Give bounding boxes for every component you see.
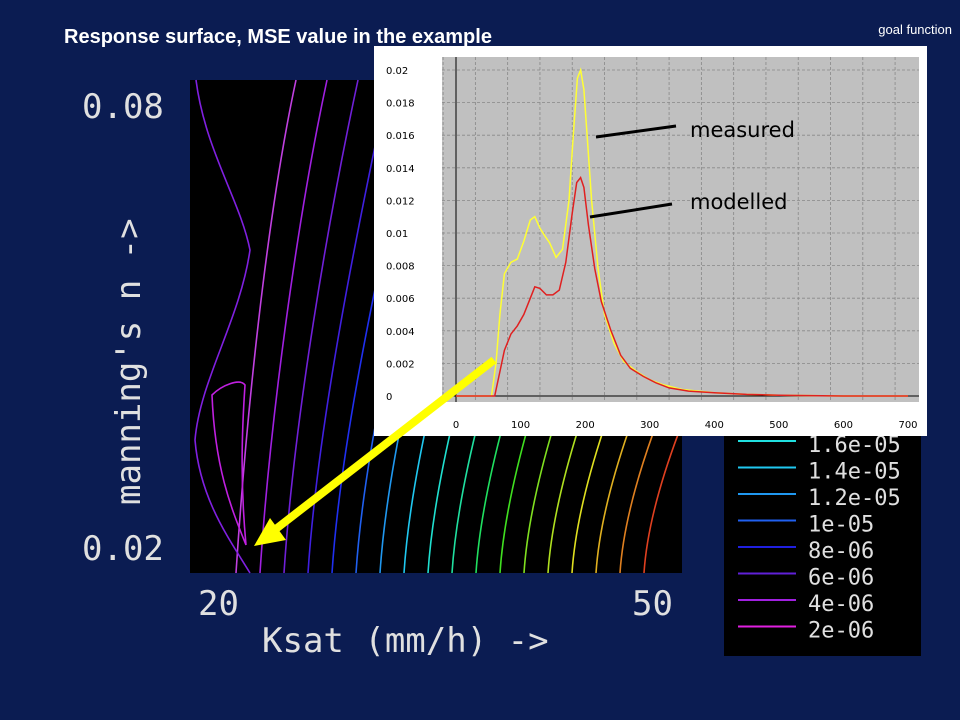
legend-label: 8e-06 — [808, 539, 874, 564]
contour-line — [235, 79, 297, 574]
y-axis-label: manning's n -> — [109, 218, 149, 505]
legend-label: 2e-06 — [808, 619, 874, 644]
slide-title: Response surface, MSE value in the examp… — [64, 26, 492, 48]
inset-y-tick-label: 0.016 — [386, 131, 415, 142]
inset-x-ticks: 0 100 200 300 400 500 600 700 — [453, 420, 918, 431]
legend-label: 1e-05 — [808, 513, 874, 538]
y-tick-label-top: 0.08 — [82, 87, 164, 127]
legend-entries: 1.6e-051.4e-051.2e-051e-058e-066e-064e-0… — [738, 433, 901, 644]
annotation-modelled: modelled — [690, 190, 787, 214]
inset-x-tick-label: 700 — [898, 420, 917, 431]
inset-y-tick-label: 0.006 — [386, 294, 415, 305]
yellow-arrow — [254, 356, 497, 546]
inset-y-tick-label: 0.002 — [386, 359, 415, 370]
inset-x-tick-label: 600 — [834, 420, 853, 431]
goal-function-label: goal function — [878, 22, 952, 37]
legend-box — [724, 435, 921, 656]
x-tick-label-right: 50 — [632, 584, 673, 624]
contour-line — [283, 79, 359, 574]
contour-line — [259, 79, 328, 574]
measured-leader-line — [595, 124, 677, 139]
inset-x-tick-label: 500 — [769, 420, 788, 431]
series-modelled-line — [456, 176, 908, 397]
modelled-leader-line — [589, 202, 673, 219]
legend-label: 4e-06 — [808, 592, 874, 617]
inset-y-ticks: 0 0.002 0.004 0.006 0.008 0.01 0.012 0.014 0.016… — [386, 66, 415, 403]
inset-y-tick-label: 0.012 — [386, 196, 415, 207]
inset-x-tick-label: 200 — [576, 420, 595, 431]
inset-y-tick-label: 0.004 — [386, 327, 415, 338]
x-tick-label-left: 20 — [198, 584, 239, 624]
y-tick-label-bottom: 0.02 — [82, 529, 164, 569]
legend-label: 1.6e-05 — [808, 433, 901, 458]
inset-x-tick-label: 400 — [705, 420, 724, 431]
inset-y-tick-label: 0.014 — [386, 164, 415, 175]
contour-line — [194, 79, 251, 574]
series-measured-line — [456, 67, 908, 397]
inset-y-tick-label: 0.018 — [386, 99, 415, 110]
annotation-measured: measured — [690, 118, 795, 142]
inset-y-tick-label: 0.008 — [386, 262, 415, 273]
inset-x-tick-label: 300 — [640, 420, 659, 431]
x-axis-label: Ksat (mm/h) -> — [262, 621, 549, 661]
legend-label: 1.2e-05 — [808, 486, 901, 511]
inset-x-tick-label: 0 — [453, 420, 459, 431]
arrow-head — [254, 518, 286, 546]
contour-line — [211, 381, 247, 546]
inset-y-tick-label: 0.01 — [386, 229, 408, 240]
inset-plot-area — [442, 57, 919, 402]
legend-label: 1.4e-05 — [808, 460, 901, 485]
legend-label: 6e-06 — [808, 566, 874, 591]
inset-y-tick-label: 0.02 — [386, 66, 408, 77]
arrow-shaft — [269, 356, 497, 536]
inset-hydrograph: 0 0.002 0.004 0.006 0.008 0.01 0.012 0.014 0.016… — [374, 46, 927, 436]
contour-legend: 1.6e-051.4e-051.2e-051e-058e-066e-064e-0… — [724, 433, 921, 656]
inset-y-tick-label: 0 — [386, 392, 392, 403]
inset-x-tick-label: 100 — [511, 420, 530, 431]
